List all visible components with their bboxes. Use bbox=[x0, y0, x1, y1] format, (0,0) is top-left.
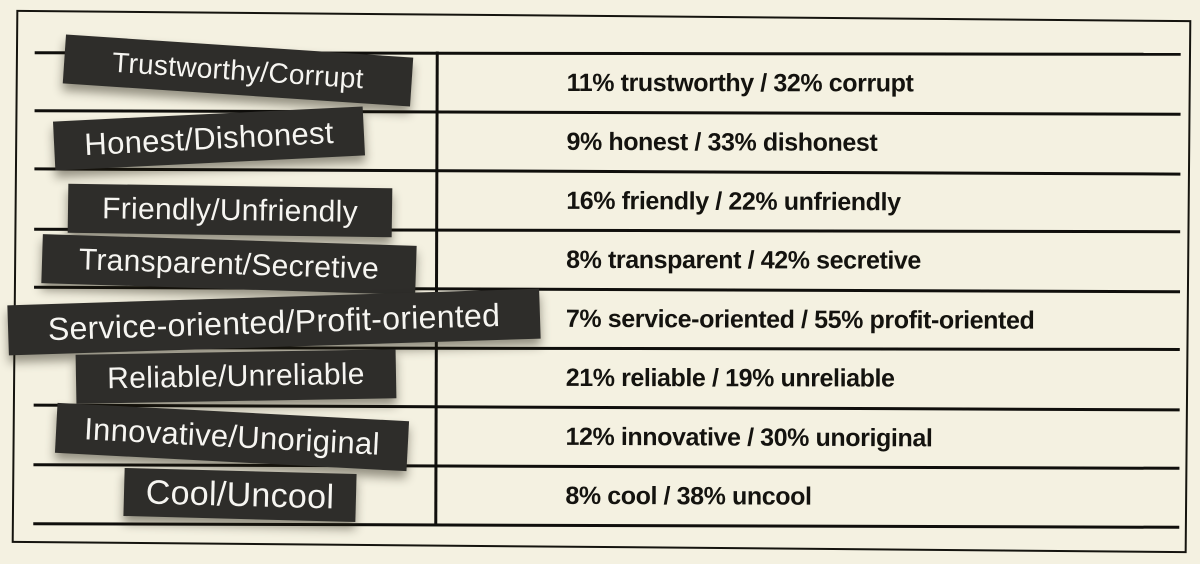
attribute-label: Honest/Dishonest bbox=[52, 106, 366, 171]
attribute-label-text: Honest/Dishonest bbox=[83, 114, 335, 162]
attribute-label-text: Cool/Uncool bbox=[145, 473, 335, 516]
attribute-label-text: Innovative/Unoriginal bbox=[83, 411, 381, 462]
attribute-label: Transparent/Secretive bbox=[41, 234, 417, 295]
attribute-label-text: Transparent/Secretive bbox=[78, 242, 380, 286]
attribute-label-text: Service-oriented/Profit-oriented bbox=[47, 296, 501, 347]
attribute-label: Cool/Uncool bbox=[123, 467, 357, 523]
attribute-label: Service-oriented/Profit-oriented bbox=[7, 288, 541, 356]
attribute-label: Innovative/Unoriginal bbox=[54, 402, 410, 472]
attribute-label: Friendly/Unfriendly bbox=[67, 183, 393, 238]
attribute-label-text: Reliable/Unreliable bbox=[106, 357, 366, 395]
attribute-label: Reliable/Unreliable bbox=[75, 349, 397, 404]
attribute-label: Trustworthy/Corrupt bbox=[62, 34, 414, 107]
attribute-label-text: Trustworthy/Corrupt bbox=[111, 46, 365, 94]
attribute-label-text: Friendly/Unfriendly bbox=[101, 191, 359, 229]
